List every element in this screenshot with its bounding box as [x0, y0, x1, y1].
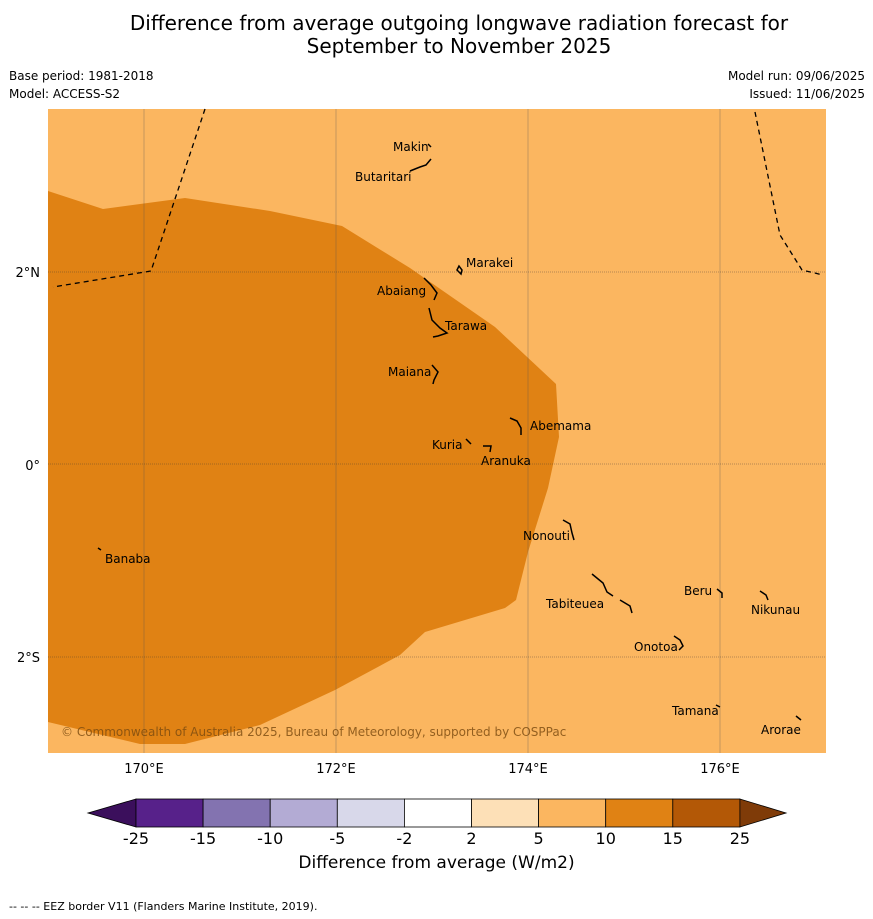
- island-nonouti: [562, 519, 575, 541]
- island-marakei: [456, 264, 463, 276]
- label-onotoa: Onotoa: [634, 640, 678, 654]
- eez-borders: [52, 108, 824, 288]
- lat-label-2n: 2°N: [16, 266, 41, 281]
- meta-left: Base period: 1981-2018 Model: ACCESS-S2: [9, 69, 154, 105]
- label-nikunau: Nikunau: [751, 603, 800, 617]
- label-aranuka: Aranuka: [481, 454, 531, 468]
- island-banaba: [97, 547, 102, 551]
- lon-axis-labels: 170°E 172°E 174°E 176°E: [124, 762, 740, 777]
- label-makin: Makin: [393, 140, 429, 154]
- label-maiana: Maiana: [388, 365, 431, 379]
- colorbar-bin: [538, 798, 607, 828]
- colorbar-tick-label: 15: [663, 829, 683, 848]
- label-abaiang: Abaiang: [377, 284, 426, 298]
- island-butaritari: [409, 158, 432, 172]
- label-beru: Beru: [684, 584, 712, 598]
- parallels: [48, 271, 826, 658]
- label-kuria: Kuria: [432, 438, 463, 452]
- colorbar-extend-high: [739, 798, 788, 828]
- island-tabiteuea: [591, 573, 633, 614]
- colorbar-bin: [336, 798, 405, 828]
- eez-border-west: [52, 108, 206, 288]
- lon-label-174: 174°E: [508, 762, 548, 777]
- island-tamana: [715, 704, 721, 708]
- island-abemama: [509, 417, 522, 435]
- colorbar-tick-label: 25: [730, 829, 750, 848]
- colorbar: -25 -15 -10 -5 -2 2 5 10 15 25: [86, 798, 788, 848]
- lat-label-2s: 2°S: [17, 651, 40, 666]
- colorbar-tick-label: -15: [190, 829, 216, 848]
- colorbar-bin: [605, 798, 674, 828]
- label-tarawa: Tarawa: [444, 319, 487, 333]
- label-banaba: Banaba: [105, 552, 151, 566]
- colorbar-bin: [269, 798, 338, 828]
- copyright-notice: © Commonwealth of Australia 2025, Bureau…: [61, 725, 566, 739]
- colorbar-extend-low: [86, 798, 137, 828]
- meta-right: Model run: 09/06/2025 Issued: 11/06/2025: [728, 69, 865, 105]
- colorbar-tick-label: -10: [257, 829, 283, 848]
- colorbar-bin: [135, 798, 204, 828]
- chart-title: Difference from average outgoing longwav…: [0, 12, 873, 58]
- anomaly-region-10-15: [48, 191, 559, 744]
- lon-label-172: 172°E: [316, 762, 356, 777]
- colorbar-tick-label: -5: [329, 829, 345, 848]
- issued-date: Issued: 11/06/2025: [749, 87, 865, 101]
- island-aranuka: [483, 445, 492, 453]
- colorbar-tick-label: -25: [123, 829, 149, 848]
- label-tabiteuea: Tabiteuea: [545, 597, 604, 611]
- island-kuria: [465, 438, 472, 445]
- lon-label-176: 176°E: [700, 762, 740, 777]
- label-abemama: Abemama: [530, 419, 591, 433]
- model-run: Model run: 09/06/2025: [727, 69, 865, 83]
- label-butaritari: Butaritari: [355, 170, 412, 184]
- island-arorae: [795, 715, 802, 721]
- colorbar-tick-label: 2: [466, 829, 476, 848]
- islands: [97, 143, 802, 721]
- label-arorae: Arorae: [761, 723, 801, 737]
- colorbar-tick-label: 5: [534, 829, 544, 848]
- island-abaiang: [423, 277, 438, 301]
- colorbar-bin: [202, 798, 271, 828]
- island-nikunau: [759, 590, 769, 601]
- base-period: Base period: 1981-2018: [9, 69, 154, 83]
- colorbar-bin: [471, 798, 539, 828]
- eez-legend-footer: -- -- -- EEZ border V11 (Flanders Marine…: [9, 900, 318, 913]
- graticule: [143, 109, 721, 753]
- label-nonouti: Nonouti: [523, 529, 570, 543]
- lon-label-170: 170°E: [124, 762, 164, 777]
- model-name: Model: ACCESS-S2: [9, 87, 121, 101]
- island-makin: [427, 143, 432, 148]
- island-maiana: [431, 364, 439, 385]
- label-tamana: Tamana: [671, 704, 719, 718]
- label-marakei: Marakei: [466, 256, 513, 270]
- island-beru: [716, 588, 723, 598]
- island-onotoa: [673, 635, 684, 651]
- colorbar-bin: [403, 798, 472, 828]
- title-line-1: Difference from average outgoing longwav…: [129, 11, 789, 35]
- title-line-2: September to November 2025: [306, 34, 612, 58]
- eez-border-east: [754, 111, 824, 276]
- lat-label-0: 0°: [25, 459, 40, 474]
- place-labels: Makin Butaritari Marakei Abaiang Tarawa …: [105, 140, 801, 737]
- colorbar-tick-label: -2: [396, 829, 412, 848]
- island-tarawa: [428, 307, 449, 338]
- lat-axis-labels: 2°N 0° 2°S: [16, 266, 41, 666]
- colorbar-label: Difference from average (W/m2): [298, 853, 575, 873]
- colorbar-bin: [672, 798, 741, 828]
- colorbar-tick-label: 10: [596, 829, 616, 848]
